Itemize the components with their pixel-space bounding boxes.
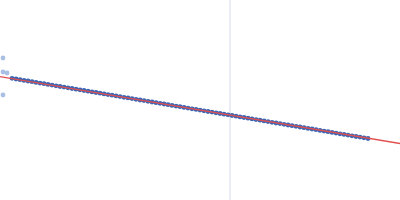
data-point bbox=[5, 71, 10, 76]
data-point bbox=[1, 93, 6, 98]
chart bbox=[0, 0, 400, 200]
plot-area bbox=[0, 0, 400, 200]
fit-line bbox=[0, 77, 400, 144]
chart-container bbox=[0, 0, 400, 200]
reference-line bbox=[230, 0, 231, 200]
data-point bbox=[1, 70, 6, 75]
data-point bbox=[1, 56, 6, 61]
